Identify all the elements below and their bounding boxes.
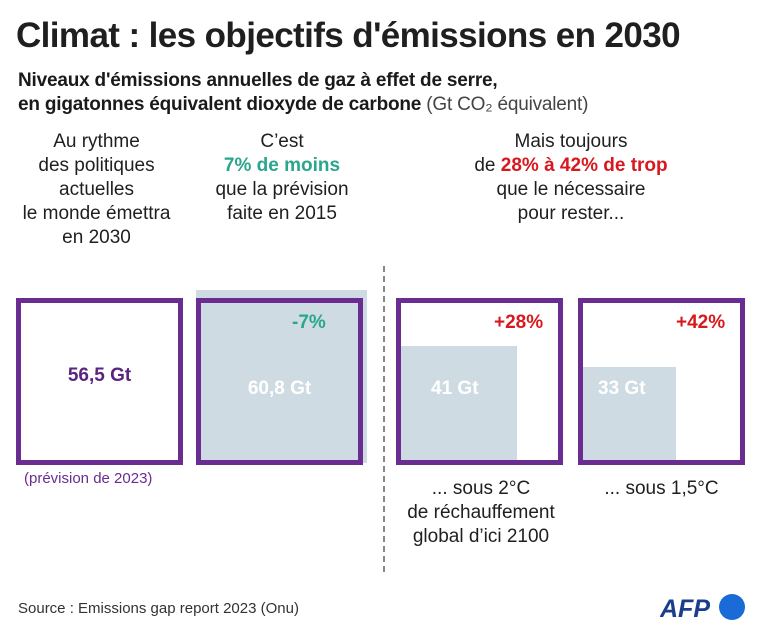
subtitle-line-2: en gigatonnes équivalent dioxyde de carb… (18, 94, 588, 116)
source-text: Source : Emissions gap report 2023 (Onu) (18, 600, 299, 617)
col1-line: actuelles (59, 179, 134, 200)
afp-logo-dot (719, 594, 745, 620)
col3-line: pour rester... (517, 203, 625, 224)
col2-line: faite en 2015 (227, 203, 337, 224)
col1-line: des politiques (38, 155, 155, 176)
page-title: Climat : les objectifs d'émissions en 20… (16, 16, 681, 55)
bar-fill-2c (401, 346, 517, 460)
caption-line: de réchauffement (407, 502, 555, 523)
col1-line: Au rythme (53, 131, 140, 152)
col2-line: C’est (260, 131, 304, 152)
bar-box-current (16, 298, 183, 465)
section-divider (383, 266, 385, 572)
col2-line: que la prévision (215, 179, 349, 200)
col3-line: Mais toujours (514, 131, 628, 152)
forecast-note: (prévision de 2023) (24, 470, 153, 487)
col3-text: Mais toujours de 28% à 42% de trop que l… (400, 130, 742, 226)
col2-text: C’est 7% de moins que la prévision faite… (196, 130, 368, 226)
col3-highlight-line: de 28% à 42% de trop (400, 154, 742, 178)
col3-line: que le nécessaire (496, 179, 646, 200)
col2-highlight: 7% de moins (223, 155, 341, 176)
caption-1-5c: ... sous 1,5°C (604, 478, 719, 499)
bar-fill-1-5c (583, 367, 676, 460)
bar-box-2015 (196, 298, 363, 465)
bar-value-label: 60,8 Gt (247, 378, 312, 399)
caption-2c: ... sous 2°C de réchauffement global d’i… (393, 477, 569, 549)
col3-prefix: de (474, 155, 501, 176)
caption-line: ... sous 2°C (431, 478, 531, 499)
col1-line: en 2030 (62, 227, 131, 248)
bar-change-label: +42% (676, 312, 726, 333)
afp-logo-text: AFP (660, 595, 710, 623)
col1-text: Au rythme des politiques actuelles le mo… (14, 130, 179, 250)
bar-value-label: 33 Gt (598, 378, 646, 399)
col1-line: le monde émettra (22, 203, 171, 224)
caption-line: global d’ici 2100 (412, 526, 550, 547)
bar-box-1-5c (578, 298, 745, 465)
afp-logo-icon: AFP (659, 594, 745, 623)
col3-highlight: 28% à 42% de trop (500, 155, 668, 176)
subtitle-unit-text: en gigatonnes équivalent dioxyde de carb… (18, 94, 422, 115)
bar-change-label: -7% (292, 312, 326, 333)
subtitle-line-1: Niveaux d'émissions annuelles de gaz à e… (18, 70, 498, 91)
afp-logo: AFP (659, 592, 748, 624)
subtitle-unit-abbrev: (Gt CO₂ équivalent) (426, 94, 589, 115)
bar-value-label: 56,5 Gt (67, 365, 132, 386)
bar-change-label: +28% (494, 312, 544, 333)
bar-fill-2015-forecast (196, 290, 367, 463)
bar-box-2c (396, 298, 563, 465)
bar-value-label: 41 Gt (431, 378, 479, 399)
